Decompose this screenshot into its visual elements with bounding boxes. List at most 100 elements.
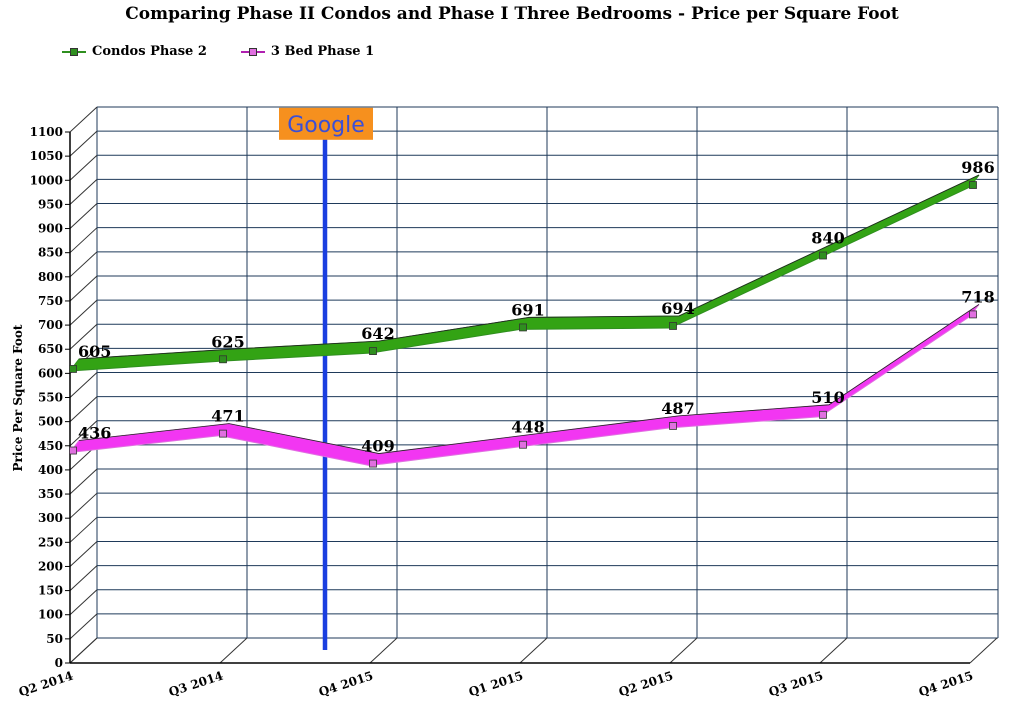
y-tick-label: 550 bbox=[38, 391, 63, 405]
x-tick-label: Q2 2015 bbox=[617, 669, 675, 700]
y-tick-label: 100 bbox=[38, 608, 63, 622]
side-depth-line bbox=[69, 227, 98, 254]
floor-depth-line bbox=[219, 637, 248, 664]
y-tick-label: 50 bbox=[46, 632, 63, 646]
side-depth-line bbox=[69, 323, 98, 350]
side-depth-line bbox=[69, 613, 98, 640]
data-point-marker bbox=[219, 429, 227, 438]
y-tick-label: 700 bbox=[38, 318, 63, 332]
y-tick-label: 800 bbox=[38, 270, 63, 284]
side-depth-line bbox=[69, 468, 98, 495]
x-tick-label: Q4 2015 bbox=[917, 669, 975, 700]
y-tick-label: 900 bbox=[38, 222, 63, 236]
y-tick-label: 0 bbox=[55, 656, 63, 670]
y-tick-label: 850 bbox=[38, 246, 63, 260]
side-depth-line bbox=[69, 130, 98, 157]
y-tick-label: 600 bbox=[38, 366, 63, 380]
data-point-marker bbox=[69, 446, 77, 455]
side-depth-line bbox=[69, 565, 98, 591]
data-point-marker bbox=[669, 322, 677, 330]
floor-depth-line bbox=[969, 637, 998, 664]
side-depth-line bbox=[69, 251, 98, 278]
y-tick-label: 150 bbox=[38, 584, 63, 598]
side-depth-line bbox=[69, 106, 98, 133]
side-depth-line bbox=[69, 541, 98, 567]
data-point-marker bbox=[369, 459, 377, 468]
data-label: 718 bbox=[961, 287, 994, 306]
legend: Condos Phase 2 3 Bed Phase 1 bbox=[62, 44, 408, 59]
side-depth-line bbox=[69, 372, 98, 398]
x-tick-label: Q3 2014 bbox=[167, 669, 225, 700]
data-label: 409 bbox=[361, 437, 394, 456]
y-tick-label: 500 bbox=[38, 415, 63, 429]
data-point-marker bbox=[819, 251, 827, 260]
y-tick-label: 250 bbox=[38, 535, 63, 549]
y-tick-label: 950 bbox=[38, 197, 63, 211]
data-point-marker bbox=[219, 355, 227, 364]
side-depth-line bbox=[69, 589, 98, 616]
data-point-marker bbox=[669, 422, 677, 430]
data-point-marker bbox=[519, 323, 527, 332]
y-tick-label: 300 bbox=[38, 511, 63, 525]
chart-title: Comparing Phase II Condos and Phase I Th… bbox=[125, 4, 899, 24]
data-label: 625 bbox=[211, 332, 244, 351]
data-point-marker bbox=[519, 440, 527, 449]
x-tick-label: Q1 2015 bbox=[467, 669, 525, 700]
floor-depth-line bbox=[819, 637, 848, 664]
x-tick-label: Q4 2015 bbox=[317, 669, 375, 700]
series-ribbon-0 bbox=[68, 174, 980, 372]
data-label: 436 bbox=[78, 424, 111, 443]
series-ribbon-edge-0 bbox=[78, 174, 980, 360]
y-tick-label: 350 bbox=[38, 487, 63, 501]
data-label: 840 bbox=[811, 229, 844, 248]
data-label: 487 bbox=[661, 399, 694, 418]
data-label: 642 bbox=[361, 324, 394, 343]
floor-depth-line bbox=[519, 637, 548, 664]
data-point-marker bbox=[69, 365, 77, 373]
side-depth-line bbox=[69, 154, 98, 181]
data-label: 986 bbox=[961, 158, 994, 177]
data-label: 510 bbox=[811, 388, 844, 407]
side-depth-line bbox=[69, 516, 98, 543]
side-depth-line bbox=[69, 275, 98, 302]
data-label: 471 bbox=[211, 407, 244, 426]
legend-swatch-3bed bbox=[240, 46, 265, 58]
data-label: 448 bbox=[511, 418, 544, 437]
legend-swatch-condos bbox=[62, 46, 86, 58]
y-tick-label: 1000 bbox=[30, 173, 63, 187]
y-tick-label: 1100 bbox=[30, 125, 63, 139]
data-label: 605 bbox=[78, 342, 111, 361]
side-depth-line bbox=[69, 299, 98, 326]
side-depth-line bbox=[69, 637, 98, 664]
data-label: 694 bbox=[661, 299, 694, 318]
legend-label-condos: Condos Phase 2 bbox=[92, 44, 207, 59]
x-tick-label: Q3 2015 bbox=[767, 669, 825, 700]
side-depth-line bbox=[69, 179, 98, 205]
data-point-marker bbox=[969, 310, 977, 319]
y-tick-label: 750 bbox=[38, 294, 63, 308]
floor-depth-line bbox=[669, 637, 698, 664]
y-tick-label: 450 bbox=[38, 439, 63, 453]
y-tick-label: 650 bbox=[38, 342, 63, 356]
side-depth-line bbox=[69, 420, 98, 447]
y-tick-label: 1050 bbox=[30, 149, 63, 163]
side-depth-line bbox=[69, 203, 98, 229]
x-tick-label: Q2 2014 bbox=[17, 669, 75, 700]
legend-label-3bed: 3 Bed Phase 1 bbox=[270, 44, 375, 59]
floor-depth-line bbox=[369, 637, 398, 664]
y-tick-label: 200 bbox=[38, 559, 63, 573]
side-depth-line bbox=[69, 396, 98, 423]
data-point-marker bbox=[369, 347, 377, 355]
annotation-label: Google bbox=[287, 113, 365, 138]
data-point-marker bbox=[969, 181, 977, 189]
y-axis-label: Price Per Square Foot bbox=[11, 324, 25, 471]
y-tick-label: 400 bbox=[38, 463, 63, 477]
side-depth-line bbox=[69, 492, 98, 519]
legend-item-condos: Condos Phase 2 bbox=[62, 44, 207, 59]
annotation-box bbox=[279, 107, 373, 140]
legend-item-3bed: 3 Bed Phase 1 bbox=[240, 44, 375, 59]
data-point-marker bbox=[819, 410, 827, 419]
data-label: 691 bbox=[511, 300, 544, 319]
series-ribbon-edge-1 bbox=[78, 304, 980, 454]
